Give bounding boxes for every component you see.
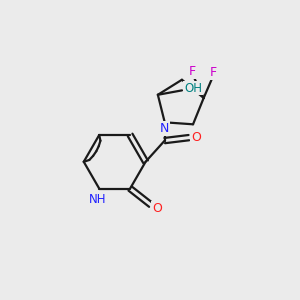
Text: F: F [210,66,217,79]
Text: F: F [189,65,196,78]
Text: O: O [191,131,201,144]
Text: NH: NH [89,193,106,206]
Text: N: N [159,122,169,135]
Text: O: O [152,202,162,215]
Text: OH: OH [184,82,202,94]
